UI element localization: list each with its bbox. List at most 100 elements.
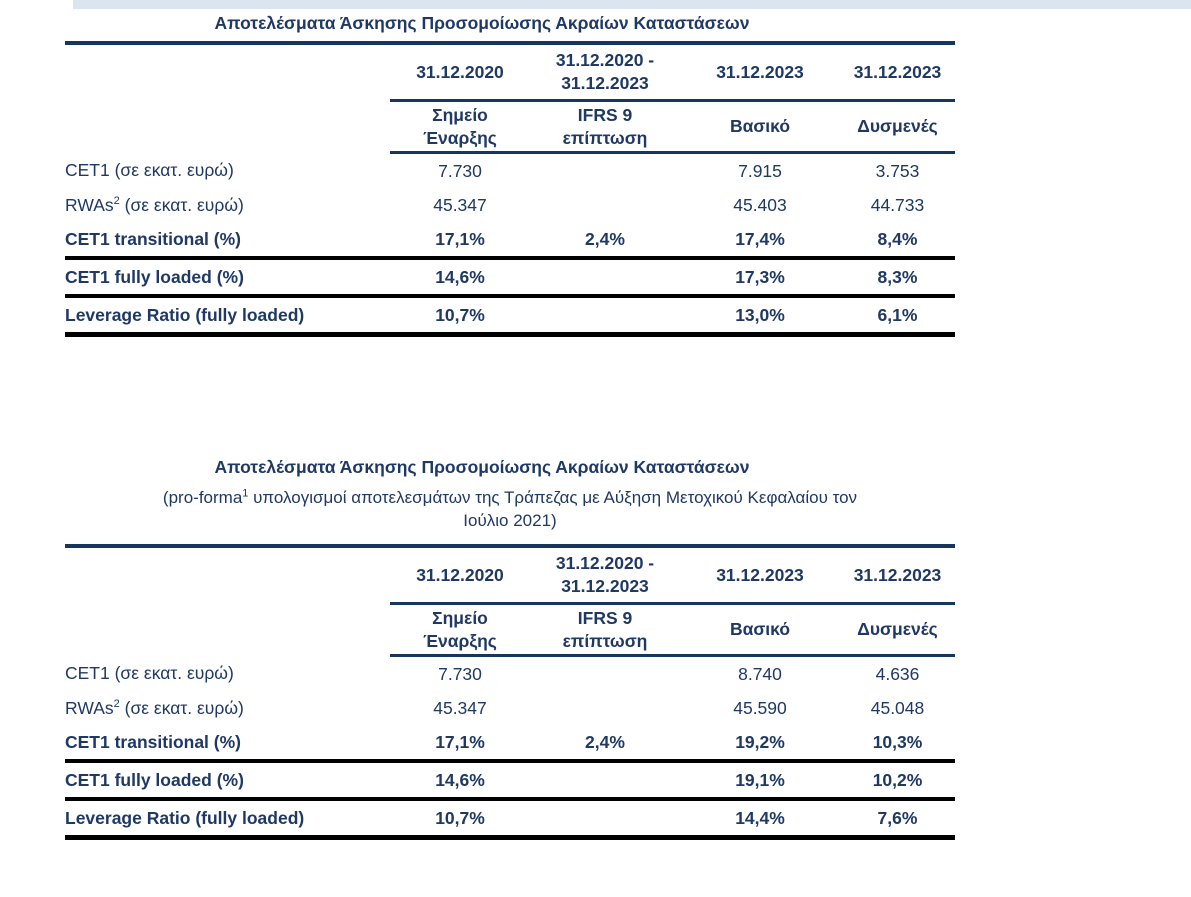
cell-value: 8,3% [840,258,955,298]
cell-value: 6,1% [840,296,955,337]
cell-value: 4.636 [875,663,920,684]
row-label-text: RWAs [65,194,114,215]
row-label-text: Leverage Ratio (fully loaded) [65,807,305,828]
header-spacer [65,43,390,101]
table-2-subtitle: (pro-forma1 υπολογισμοί αποτελεσμάτων τη… [65,486,955,532]
col-header-baseline: Βασικό [680,603,840,657]
cell-value: 45.048 [870,697,925,718]
row-label: Leverage Ratio (fully loaded) [65,799,390,840]
cell-value: 7,6% [840,799,955,840]
cell-value [530,258,680,298]
header-spacer [65,604,390,656]
cell-value: 14,6% [390,761,530,801]
row-label-text: RWAs [65,697,114,718]
cell-value: 10,7% [390,296,530,337]
table-row-rwas: RWAs2 (σε εκατ. ευρώ) 45.347 45.590 45.0… [65,691,955,725]
row-label: RWAs2 (σε εκατ. ευρώ) [65,188,390,222]
cell-value: 2,4% [530,222,680,260]
cell-value: 8.740 [738,663,782,684]
subtitle-text: υπολογισμοί αποτελεσμάτων της Τράπεζας μ… [253,488,858,530]
table-row-cet1-transitional: CET1 transitional (%) 17,1% 2,4% 17,4% 8… [65,222,955,260]
row-label-text: (σε εκατ. ευρώ) [119,194,244,215]
table-1-title: Αποτελέσματα Άσκησης Προσομοίωσης Ακραίω… [214,13,750,33]
table-row-rwas: RWAs2 (σε εκατ. ευρώ) 45.347 45.403 44.7… [65,188,955,222]
cell-value: 45.347 [433,194,487,215]
table-row-cet1-fully-loaded: CET1 fully loaded (%) 14,6% 19,1% 10,2% [65,761,955,801]
table-row-cet1-transitional: CET1 transitional (%) 17,1% 2,4% 19,2% 1… [65,725,955,763]
table-row-cet1: CET1 (σε εκατ. ευρώ) 7.730 8.740 4.636 [65,656,955,692]
cell-value: 2,4% [530,725,680,763]
cell-value [530,296,680,337]
cell-value: 19,1% [680,761,840,801]
cell-value: 7.730 [438,663,482,684]
header-row-dates: 31.12.2020 31.12.2020 - 31.12.2023 31.12… [65,43,955,102]
col-header-date-3: 31.12.2023 [680,546,840,605]
cell-value [530,188,680,222]
cell-value: 17,1% [390,222,530,260]
row-label: CET1 fully loaded (%) [65,761,390,801]
row-label: CET1 transitional (%) [65,222,390,260]
cell-value: 17,3% [680,258,840,298]
cell-value: 10,3% [840,725,955,763]
col-header-baseline: Βασικό [680,100,840,154]
table-row-leverage-ratio: Leverage Ratio (fully loaded) 10,7% 14,4… [65,799,955,840]
cell-value [530,761,680,801]
row-label: CET1 fully loaded (%) [65,258,390,298]
cell-value: 7.915 [738,160,782,181]
row-label: CET1 (σε εκατ. ευρώ) [65,153,390,189]
cell-value: 8,4% [840,222,955,260]
row-label: RWAs2 (σε εκατ. ευρώ) [65,691,390,725]
top-blue-strip [73,0,1191,9]
header-spacer [65,546,390,604]
col-header-date-3: 31.12.2023 [680,43,840,102]
cell-value: 14,6% [390,258,530,298]
header-row-dates: 31.12.2020 31.12.2020 - 31.12.2023 31.12… [65,546,955,605]
cell-value: 45.347 [433,697,487,718]
row-label-text: CET1 (σε εκατ. ευρώ) [65,662,234,683]
cell-value [530,691,680,725]
cell-value: 45.590 [733,697,787,718]
header-spacer [65,101,390,153]
cell-value: 10,7% [390,799,530,840]
cell-value: 44.733 [870,194,925,215]
row-label: CET1 transitional (%) [65,725,390,763]
stress-test-block-1: Αποτελέσματα Άσκησης Προσομοίωσης Ακραίω… [65,10,955,337]
cell-value [530,799,680,840]
col-header-date-1: 31.12.2020 [390,546,530,605]
col-header-date-1: 31.12.2020 [390,43,530,102]
col-header-starting-point: Σημείο Έναρξης [390,603,530,657]
cell-value: 17,1% [390,725,530,763]
subtitle-text: (pro-forma [162,488,243,507]
cell-value: 10,2% [840,761,955,801]
row-label-text: CET1 fully loaded (%) [65,266,244,287]
row-label-text: CET1 fully loaded (%) [65,769,244,790]
cell-value [530,656,680,692]
row-label-text: CET1 (σε εκατ. ευρώ) [65,159,234,180]
row-label-text: Leverage Ratio (fully loaded) [65,304,305,325]
cell-value: 3.753 [875,160,920,181]
table-row-cet1: CET1 (σε εκατ. ευρώ) 7.730 7.915 3.753 [65,153,955,189]
cell-value: 45.403 [733,194,787,215]
row-label-sup: 2 [113,194,120,207]
row-label-text: CET1 transitional (%) [65,228,241,249]
col-header-adverse: Δυσμενές [840,603,955,657]
col-header-date-2: 31.12.2020 - 31.12.2023 [530,43,680,102]
row-label: Leverage Ratio (fully loaded) [65,296,390,337]
row-label-text: (σε εκατ. ευρώ) [119,697,244,718]
stress-test-block-2-proforma: Αποτελέσματα Άσκησης Προσομοίωσης Ακραίω… [65,454,955,840]
row-label-sup: 2 [113,697,120,710]
cell-value: 19,2% [680,725,840,763]
cell-value: 14,4% [680,799,840,840]
col-header-adverse: Δυσμενές [840,100,955,154]
table-row-leverage-ratio: Leverage Ratio (fully loaded) 10,7% 13,0… [65,296,955,337]
stress-test-table-2: 31.12.2020 31.12.2020 - 31.12.2023 31.12… [65,544,955,840]
cell-value: 17,4% [680,222,840,260]
col-header-starting-point: Σημείο Έναρξης [390,100,530,154]
subtitle-sup: 1 [242,487,249,500]
row-label-text: CET1 transitional (%) [65,731,241,752]
row-label: CET1 (σε εκατ. ευρώ) [65,656,390,692]
col-header-date-4: 31.12.2023 [840,43,955,102]
col-header-ifrs9-impact: IFRS 9 επίπτωση [530,100,680,154]
col-header-date-4: 31.12.2023 [840,546,955,605]
